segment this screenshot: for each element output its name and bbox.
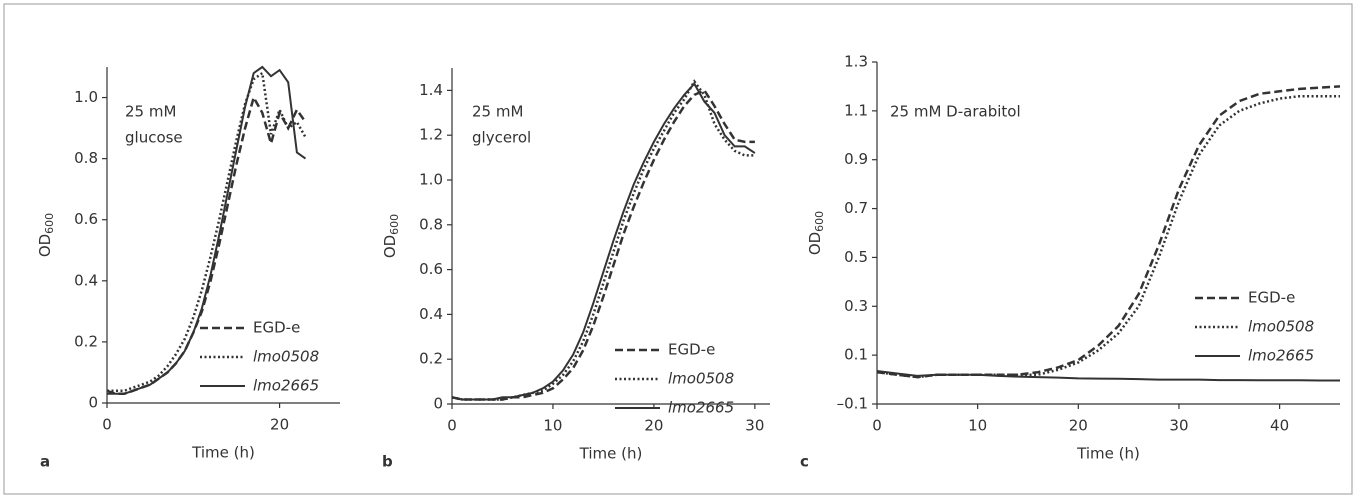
y-tick-label: 0.1 (844, 346, 868, 364)
y-axis-title: OD600 (806, 211, 827, 255)
legend-label: EGD-e (1248, 289, 1295, 307)
x-tick-label: 40 (1270, 417, 1289, 435)
annotation: 25 mM D-arabitol (890, 103, 1021, 121)
frame (3, 3, 1353, 495)
y-tick-label: 1.4 (419, 81, 443, 99)
y-axis-title: OD600 (36, 213, 57, 257)
x-axis-title: Time (h) (191, 444, 255, 462)
legend-label: lmo0508 (1248, 318, 1314, 336)
y-tick-label: 0.8 (74, 149, 98, 167)
x-tick-label: 30 (1169, 417, 1188, 435)
annotation: 25 mM (125, 103, 176, 121)
series-line (106, 94, 307, 396)
y-tick-label: 0.5 (844, 248, 868, 266)
y-axis-title-sub: 600 (813, 211, 826, 232)
panel-label: b (382, 453, 393, 471)
y-tick-label: 1.0 (419, 171, 443, 189)
y-tick-label: 0.8 (419, 215, 443, 233)
x-tick-label: 10 (968, 417, 987, 435)
x-tick-label: 10 (543, 417, 562, 435)
x-tick-label: 0 (102, 416, 112, 434)
legend-label: lmo2665 (1248, 347, 1314, 365)
annotation: glycerol (472, 129, 531, 147)
legend-label: lmo0508 (668, 370, 734, 388)
y-tick-label: 0.6 (74, 210, 98, 228)
y-tick-label: –0.1 (837, 395, 868, 413)
annotation: glucose (125, 129, 183, 147)
legend-label: lmo0508 (253, 348, 319, 366)
y-axis-title: OD600 (381, 214, 402, 258)
y-tick-label: 0.3 (844, 297, 868, 315)
x-axis-title: Time (h) (1076, 445, 1140, 463)
y-tick-label: 0.4 (74, 271, 98, 289)
y-tick-label: 1.1 (844, 101, 868, 119)
series-line (451, 81, 756, 401)
y-tick-label: 0.2 (74, 332, 98, 350)
y-tick-label: 0.7 (844, 199, 868, 217)
series-line (451, 79, 755, 401)
y-tick-label: 0 (433, 395, 443, 413)
y-axis-title-sub: 600 (43, 213, 56, 234)
legend-label: lmo2665 (253, 377, 319, 395)
panel-label: c (800, 453, 809, 471)
y-axis-title-main: OD (806, 232, 824, 255)
x-tick-label: 20 (644, 417, 663, 435)
x-tick-label: 20 (1069, 417, 1088, 435)
legend-label: EGD-e (253, 319, 300, 337)
series-line (107, 65, 307, 395)
x-tick-label: 20 (270, 416, 289, 434)
y-tick-label: 0.9 (844, 150, 868, 168)
y-tick-label: 1.3 (844, 53, 868, 71)
legend-label: EGD-e (668, 341, 715, 359)
series-line (107, 70, 307, 393)
y-tick-label: 0.6 (419, 260, 443, 278)
y-axis-title-main: OD (36, 234, 54, 257)
y-tick-label: 0.2 (419, 350, 443, 368)
y-axis-title-main: OD (381, 235, 399, 258)
legend-label: lmo2665 (668, 399, 734, 417)
series-line (876, 370, 1340, 382)
y-tick-label: 0 (88, 394, 98, 412)
x-tick-label: 0 (447, 417, 457, 435)
y-axis-title-sub: 600 (388, 214, 401, 235)
y-tick-label: 0.4 (419, 305, 443, 323)
panel-label: a (40, 453, 50, 471)
y-tick-label: 1.0 (74, 88, 98, 106)
y-tick-label: 1.2 (419, 126, 443, 144)
x-tick-label: 0 (872, 417, 882, 435)
x-axis-title: Time (h) (579, 445, 643, 463)
annotation: 25 mM (472, 103, 523, 121)
x-tick-label: 30 (745, 417, 764, 435)
